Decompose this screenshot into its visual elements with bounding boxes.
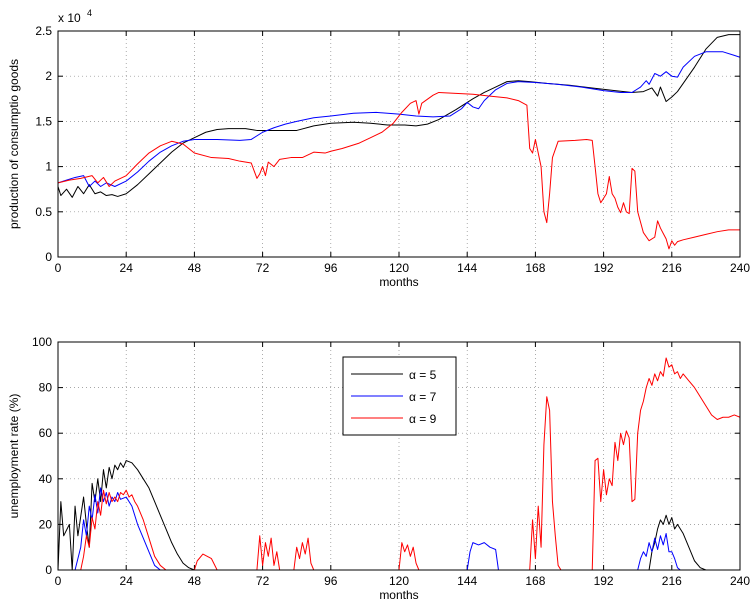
production-x-tick-label: 96	[324, 261, 338, 275]
unemployment-series-line-3	[58, 357, 741, 571]
unemployment-x-tick-label: 192	[594, 574, 614, 588]
production-plot-frame	[57, 30, 741, 258]
legend-label-1: α = 5	[409, 368, 437, 382]
production-y-tick-label: 1	[45, 160, 52, 174]
unemployment-y-axis-label: unemployment rate (%)	[7, 394, 21, 519]
unemployment-plot-frame	[57, 341, 741, 571]
legend-label-2: α = 7	[409, 390, 437, 404]
unemployment-x-tick-label: 96	[324, 574, 338, 588]
production-x-axis-label: months	[379, 275, 418, 289]
unemployment-y-tick-label: 80	[39, 381, 53, 395]
production-x-tick-label: 192	[594, 261, 614, 275]
production-y-tick-label: 0.5	[35, 205, 52, 219]
production-x-tick-label: 168	[525, 261, 545, 275]
production-series-line-1	[57, 34, 740, 198]
unemployment-x-tick-label: 240	[730, 574, 750, 588]
unemployment-y-tick-label: 100	[32, 335, 52, 349]
production-x-tick-label: 24	[120, 261, 134, 275]
unemployment-y-tick-label: 0	[45, 563, 52, 577]
unemployment-x-tick-label: 216	[662, 574, 682, 588]
production-y-tick-label: 0	[45, 250, 52, 264]
unemployment-x-tick-label: 24	[120, 574, 134, 588]
legend-label-3: α = 9	[409, 412, 437, 426]
production-y-tick-label: 2	[45, 69, 52, 83]
unemployment-x-tick-label: 168	[525, 574, 545, 588]
production-chart-panel: 0 24 48 72 96 120 144 168 192 216 240 0 0.5 1 1.5 2 2.5 m…	[7, 8, 750, 289]
unemployment-y-tick-label: 40	[39, 472, 53, 486]
production-x-tick-label: 0	[55, 261, 62, 275]
production-series-line-2	[57, 51, 741, 187]
unemployment-chart-panel: 0 24 48 72 96 120 144 168 192 216 240 0 20 40 60 80 100 m…	[7, 335, 750, 602]
unemployment-y-tick-label: 20	[39, 517, 53, 531]
production-y-tick-label: 2.5	[35, 24, 52, 38]
production-x-tick-label: 48	[188, 261, 202, 275]
production-x-tick-label: 120	[389, 261, 409, 275]
unemployment-x-tick-label: 120	[389, 574, 409, 588]
production-x-tick-label: 72	[256, 261, 270, 275]
unemployment-x-tick-label: 72	[256, 574, 270, 588]
production-x-tick-label: 240	[730, 261, 750, 275]
unemployment-y-tick-label: 60	[39, 426, 53, 440]
unemployment-x-tick-label: 144	[457, 574, 477, 588]
production-x-tick-label: 216	[662, 261, 682, 275]
production-y-axis-label: production of consumptio goods	[7, 59, 21, 229]
unemployment-series-line-1	[57, 460, 740, 571]
unemployment-x-tick-label: 48	[188, 574, 202, 588]
unemployment-x-tick-label: 0	[55, 574, 62, 588]
exponent-multiplier-label: x 10	[58, 11, 81, 25]
unemployment-x-axis-label: months	[379, 588, 418, 602]
production-y-tick-label: 1.5	[35, 114, 52, 128]
production-series-line-3	[57, 91, 740, 250]
production-x-tick-label: 144	[457, 261, 477, 275]
exponent-power-label: 4	[87, 8, 92, 18]
